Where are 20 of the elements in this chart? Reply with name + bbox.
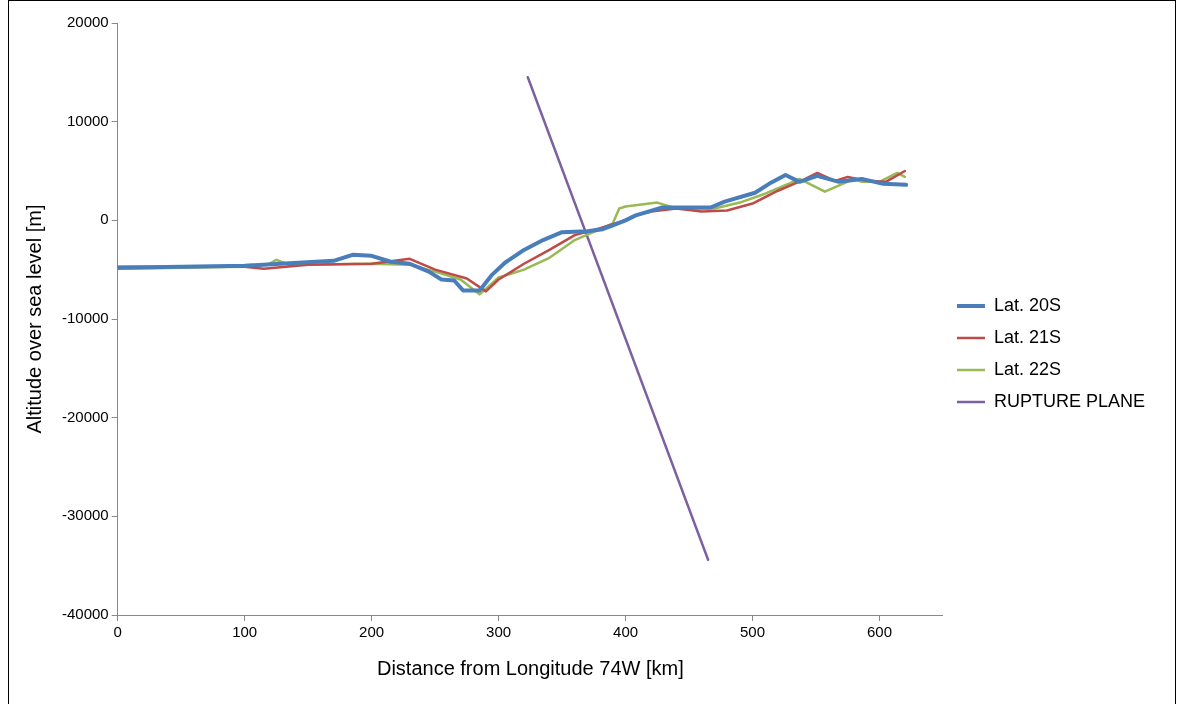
- y-tick-label: 20000: [66, 13, 109, 31]
- x-tick-label: 400: [613, 623, 639, 641]
- x-tick-label: 500: [740, 623, 766, 641]
- legend-label: Lat. 22S: [993, 358, 1062, 379]
- y-tick-label: 10000: [66, 111, 109, 129]
- y-tick-label: -10000: [61, 309, 109, 327]
- y-tick-label: -20000: [61, 407, 109, 425]
- x-tick-label: 100: [232, 623, 258, 641]
- x-tick-label: 600: [866, 623, 892, 641]
- y-tick-label: 0: [100, 210, 109, 228]
- y-tick-label: -40000: [61, 605, 109, 623]
- x-tick-label: 200: [359, 623, 385, 641]
- y-tick-label: -30000: [61, 506, 109, 524]
- x-axis-title: Distance from Longitude 74W [km]: [376, 656, 684, 679]
- y-axis-title: Altitude over sea level [m]: [22, 204, 45, 434]
- legend-label: RUPTURE PLANE: [993, 390, 1145, 411]
- x-tick-label: 0: [113, 623, 122, 641]
- legend-label: Lat. 21S: [993, 326, 1062, 347]
- x-tick-label: 300: [486, 623, 512, 641]
- legend-label: Lat. 20S: [993, 294, 1062, 315]
